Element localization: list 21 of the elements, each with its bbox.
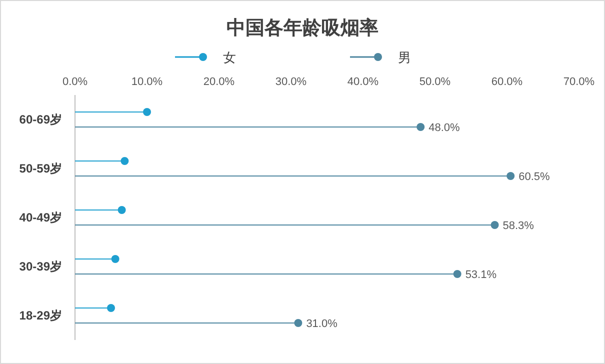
y-tick-label: 40-49岁 bbox=[19, 210, 62, 224]
x-tick-label: 0.0% bbox=[62, 76, 88, 88]
x-tick-label: 70.0% bbox=[563, 76, 595, 88]
data-label: 58.3% bbox=[502, 220, 534, 232]
data-label: 53.1% bbox=[465, 269, 497, 281]
y-tick-label: 18-29岁 bbox=[19, 308, 62, 322]
x-tick-label: 50.0% bbox=[419, 76, 451, 88]
y-tick-label: 60-69岁 bbox=[19, 112, 62, 126]
chart-title: 中国各年龄吸烟率 bbox=[226, 17, 378, 39]
x-tick-label: 60.0% bbox=[491, 76, 523, 88]
data-label: 60.5% bbox=[518, 171, 550, 183]
data-label: 31.0% bbox=[306, 318, 338, 330]
x-tick-label: 20.0% bbox=[203, 76, 235, 88]
x-tick-label: 30.0% bbox=[275, 76, 307, 88]
y-tick-label: 50-59岁 bbox=[19, 162, 62, 176]
y-tick-label: 30-39岁 bbox=[19, 260, 62, 274]
x-tick-label: 40.0% bbox=[347, 76, 379, 88]
legend-label: 女 bbox=[223, 50, 236, 65]
data-label: 48.0% bbox=[428, 122, 460, 134]
x-tick-label: 10.0% bbox=[131, 76, 163, 88]
legend-label: 男 bbox=[398, 50, 411, 65]
